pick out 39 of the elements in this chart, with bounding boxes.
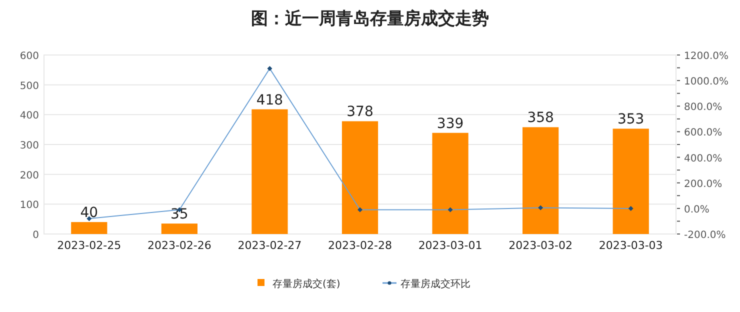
x-tick-label: 2023-03-03 [598,239,663,252]
bar [432,132,468,234]
data-label: 358 [527,110,554,126]
y2-tick-label: -200.0% [684,230,726,241]
data-label: 40 [80,205,98,222]
chart-title: 图：近一周青岛存量房成交走势 [251,9,489,29]
bar [161,224,198,234]
bar [612,128,649,234]
y-tick-label: 100 [20,200,39,212]
legend-label: 存量房成交环比 [400,278,470,290]
x-tick-label: 2023-02-25 [57,239,122,252]
data-label: 353 [617,112,644,128]
y-tick-label: 600 [20,51,39,62]
x-tick-label: 2023-02-27 [238,239,302,252]
y-tick-label: 0 [32,230,39,241]
bar [252,109,288,234]
bar [342,121,378,234]
y2-tick-label: 800.0% [684,102,722,114]
y-tick-label: 400 [20,110,39,122]
data-label: 378 [346,104,374,120]
y2-tick-label: 400.0% [684,153,722,164]
y-tick-label: 300 [20,140,39,152]
y-tick-label: 500 [20,80,39,92]
y2-tick-label: 200.0% [684,178,722,190]
bar [71,222,108,234]
x-tick-label: 2023-02-26 [147,239,212,252]
bar [522,127,559,234]
data-label: 339 [436,116,464,132]
x-tick-label: 2023-02-28 [328,239,392,252]
y2-tick-label: 1200.0% [684,51,728,62]
x-tick-label: 2023-03-02 [508,239,573,252]
y2-tick-label: 1000.0% [684,76,728,88]
data-label: 418 [256,92,284,108]
x-tick-label: 2023-03-01 [418,239,482,252]
y2-tick-label: 0.0% [684,204,710,216]
data-label: 35 [170,206,188,223]
y2-tick-label: 600.0% [684,128,722,139]
y-tick-label: 200 [20,170,39,182]
legend-label: 存量房成交(套) [272,278,340,290]
